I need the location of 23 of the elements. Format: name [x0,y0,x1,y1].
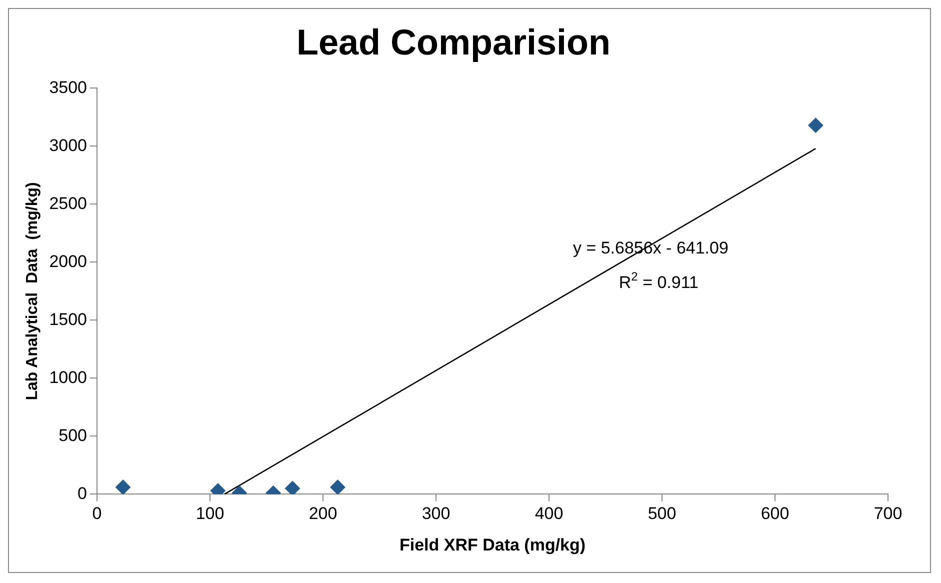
y-tick-label: 2500 [49,194,88,213]
x-axis-title: Field XRF Data (mg/kg) [399,535,586,554]
y-tick-label: 0 [78,484,88,503]
point [285,480,300,494]
x-tick-label: 400 [534,504,564,524]
x-tick-label: 200 [308,504,338,524]
x-tick-label: 0 [92,504,102,524]
y-tick-label: 3000 [49,136,88,155]
point [116,480,131,494]
y-axis-title: Lab Analytical Data (mg/kg) [24,182,42,400]
x-tick-label: 100 [196,504,224,524]
x-tick-label: 500 [648,504,676,524]
x-tick-label: 600 [760,504,790,524]
chart-title: Lead Comparision [296,22,611,63]
y-tick-label: 3500 [49,78,88,97]
y-tick-label: 2000 [49,252,88,271]
point [330,480,346,494]
y-tick-label: 500 [58,426,88,445]
y-tick-label: 1000 [49,368,88,387]
x-tick-label: 300 [422,504,450,524]
x-tick-label: 700 [874,504,902,524]
y-tick-label: 1500 [49,310,88,329]
point [808,118,824,133]
